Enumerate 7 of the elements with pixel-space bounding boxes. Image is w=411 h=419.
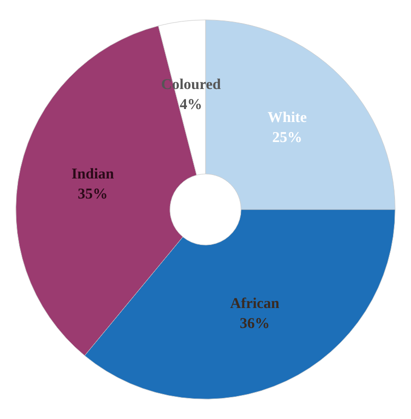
slice-label: White	[268, 110, 308, 126]
slice-label: African	[230, 296, 280, 312]
data-label: 35%	[78, 186, 108, 202]
data-label: 4%	[180, 96, 202, 113]
data-label: 36%	[240, 316, 270, 332]
slice-label: Indian	[71, 166, 115, 182]
data-label: 25%	[272, 130, 302, 146]
